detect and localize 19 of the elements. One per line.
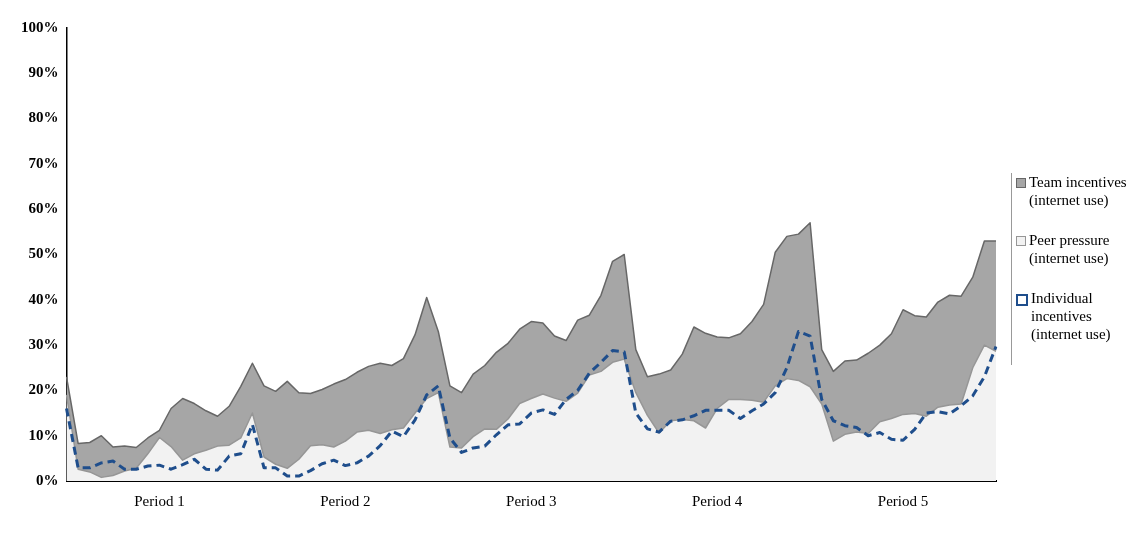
y-tick-label: 100% bbox=[21, 18, 59, 35]
x-tick-label: Period 1 bbox=[134, 492, 185, 509]
y-tick-label: 80% bbox=[28, 109, 59, 126]
y-tick-label: 10% bbox=[28, 426, 59, 443]
y-tick-label: 50% bbox=[28, 245, 59, 262]
y-tick-label: 60% bbox=[28, 200, 59, 217]
x-tick-label: Period 2 bbox=[320, 492, 371, 509]
y-tick-label: 40% bbox=[28, 290, 59, 307]
x-tick-label: Period 5 bbox=[877, 492, 929, 509]
legend-label: Peer pressure (internet use) bbox=[1029, 231, 1111, 267]
y-tick-label: 90% bbox=[28, 64, 59, 81]
legend-label: Team incentives (internet use) bbox=[1029, 173, 1128, 209]
y-tick-label: 30% bbox=[28, 335, 59, 352]
x-tick-label: Period 4 bbox=[691, 492, 743, 509]
y-tick-label: 70% bbox=[28, 154, 59, 171]
legend-label: Individual incentives (internet use) bbox=[1031, 289, 1112, 343]
x-tick-label: Period 3 bbox=[506, 492, 557, 509]
y-tick-label: 20% bbox=[28, 381, 59, 398]
y-tick-label: 0% bbox=[36, 471, 59, 488]
